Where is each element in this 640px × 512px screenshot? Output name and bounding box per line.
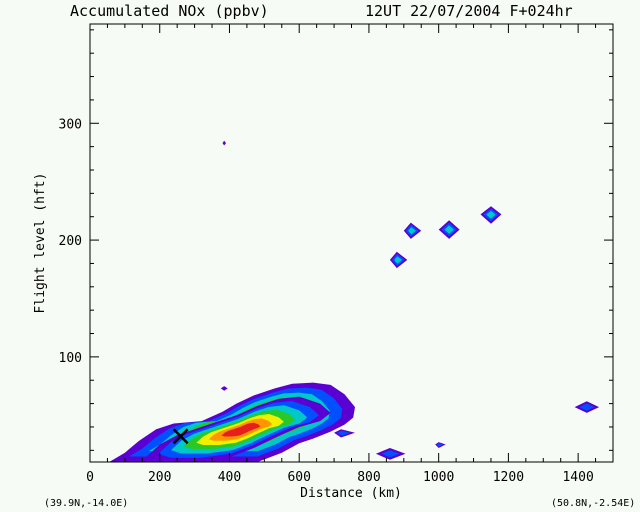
x-tick-label: 1400: [562, 470, 593, 485]
y-axis: 100 200 300: [59, 29, 613, 451]
x-tick-label: 1000: [423, 470, 454, 485]
contour-level-2: [337, 430, 351, 436]
contour-isolated-cell-4: [480, 206, 502, 224]
contour-isolated-cell-3: [438, 220, 460, 239]
contour-isolated-cell-10: [222, 140, 226, 146]
contour-isolated-cell-1: [389, 251, 408, 269]
location-marker: [172, 428, 189, 445]
x-axis: 0 200 400 600 800 1000 1200 1400: [86, 24, 614, 485]
contour-level-7: [221, 422, 261, 437]
contour-isolated-cell-6: [375, 448, 406, 460]
contour-isolated-cell-2: [403, 222, 422, 239]
contour-level-3: [394, 256, 402, 264]
x-tick-label: 400: [218, 470, 241, 485]
start-location-label: (39.9N,-14.0E): [44, 498, 128, 509]
contour-level-2: [436, 443, 444, 447]
contour-level-3: [408, 227, 416, 235]
x-tick-label: 800: [357, 470, 380, 485]
contour-isolated-cell-9: [220, 386, 228, 391]
x-tick-label: 200: [148, 470, 171, 485]
contour-level-1: [222, 140, 226, 146]
contour-plume-core: [145, 396, 331, 462]
contour-isolated-cell-8: [334, 429, 355, 438]
x-tick-label: 1200: [493, 470, 524, 485]
contour-level-2: [579, 403, 595, 411]
contour-level-3: [486, 210, 496, 219]
contour-level-2: [381, 450, 400, 458]
y-tick-label: 300: [59, 117, 82, 132]
contour-level-1: [220, 386, 228, 391]
plot-area: [90, 24, 613, 462]
end-location-label: (50.8N,-2.54E): [551, 498, 635, 509]
y-tick-label: 100: [59, 351, 82, 366]
x-tick-label: 0: [86, 470, 94, 485]
contour-isolated-cell-5: [574, 401, 600, 413]
x-axis-label: Distance (km): [300, 486, 402, 501]
chart-timestamp: 12UT 22/07/2004 F+024hr: [365, 2, 573, 20]
contour-level-3: [444, 225, 454, 234]
marker-stroke-b: [172, 428, 189, 445]
contour-isolated-cell-7: [435, 442, 446, 448]
x-tick-label: 600: [287, 470, 310, 485]
chart-title: Accumulated NOx (ppbv): [70, 2, 269, 20]
y-tick-label: 200: [59, 234, 82, 249]
y-axis-label: Flight level (hft): [33, 173, 48, 314]
